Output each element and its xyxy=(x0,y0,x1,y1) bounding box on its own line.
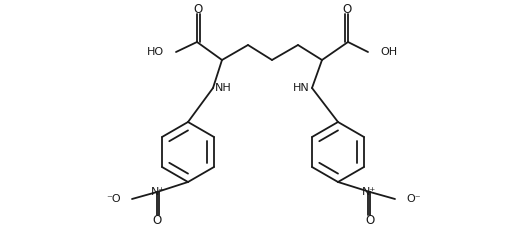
Text: NH: NH xyxy=(215,83,232,93)
Text: O⁻: O⁻ xyxy=(406,194,420,204)
Text: HN: HN xyxy=(293,83,310,93)
Text: HO: HO xyxy=(147,47,164,57)
Text: N⁺: N⁺ xyxy=(151,187,165,197)
Text: N⁺: N⁺ xyxy=(362,187,376,197)
Text: ⁻O: ⁻O xyxy=(106,194,121,204)
Text: O: O xyxy=(343,3,352,15)
Text: O: O xyxy=(193,3,203,15)
Text: OH: OH xyxy=(380,47,397,57)
Text: O: O xyxy=(365,214,375,228)
Text: O: O xyxy=(152,214,162,228)
